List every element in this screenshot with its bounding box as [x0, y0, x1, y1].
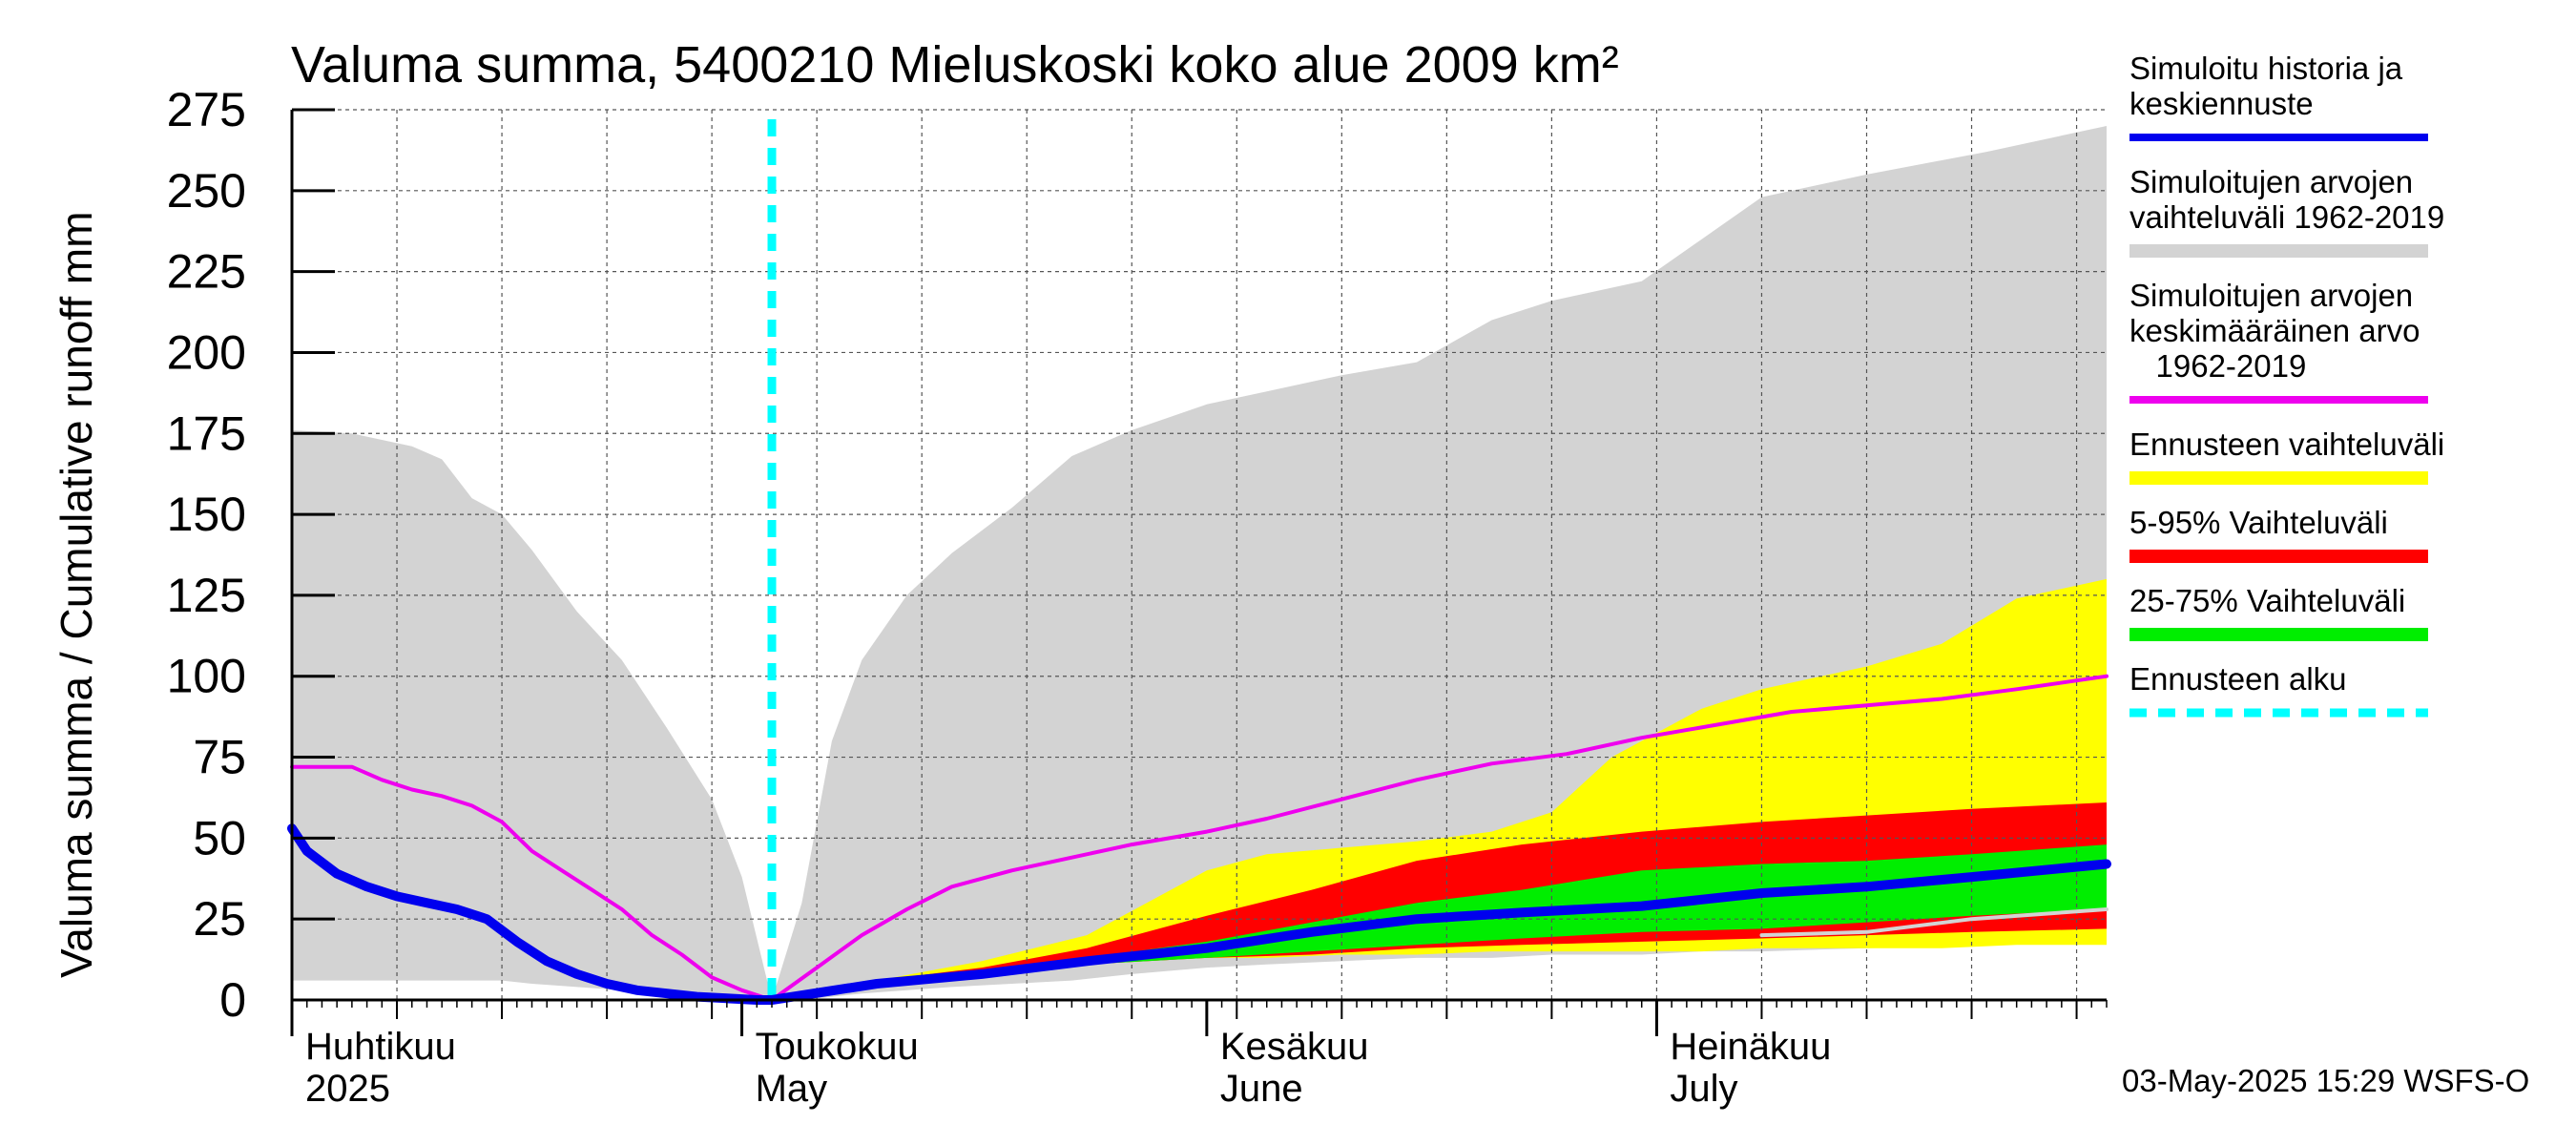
timestamp-label: 03-May-2025 15:29 WSFS-O [2122, 1063, 2529, 1098]
y-tick-label: 275 [167, 83, 246, 136]
chart-title: Valuma summa, 5400210 Mieluskoski koko a… [291, 36, 1619, 94]
legend-label: vaihteluväli 1962-2019 [2129, 199, 2444, 235]
band-areas [292, 126, 2107, 1000]
month-label: Huhtikuu [305, 1026, 456, 1068]
legend: Simuloitu historia jakeskiennusteSimuloi… [2129, 51, 2444, 718]
y-tick-label: 125 [167, 569, 246, 622]
y-tick-labels: 0 25 50 75 100 125 150 175 200 225 250 275 [167, 83, 335, 1027]
legend-entry-ennusteen-vaihteluv-li: Ennusteen vaihteluväli [2129, 427, 2444, 485]
line-simuloitu-historia-ja-keskiennuste [287, 823, 2111, 1005]
y-tick-label: 175 [167, 406, 246, 460]
line-simuloitu-vaihteluv-li-alaraja [1759, 907, 2109, 938]
legend-entry-5-95-vaihteluv-li: 5-95% Vaihteluväli [2129, 505, 2428, 563]
y-tick-label: 150 [167, 488, 246, 541]
month-label: Kesäkuu [1220, 1026, 1369, 1068]
y-axis-label: Valuma summa / Cumulative runoff mm [52, 211, 101, 978]
month-sublabel: July [1670, 1068, 1737, 1110]
legend-label: Simuloitu historia ja [2129, 51, 2403, 86]
legend-label: Simuloitujen arvojen [2129, 164, 2413, 199]
legend-entry-25-75-vaihteluv-li: 25-75% Vaihteluväli [2129, 583, 2428, 641]
month-sublabel: 2025 [305, 1068, 390, 1110]
axes [290, 110, 2108, 1036]
month-sublabel: June [1220, 1068, 1303, 1110]
y-tick-label: 250 [167, 164, 246, 218]
y-tick-label: 200 [167, 325, 246, 379]
y-tick-label: 225 [167, 245, 246, 299]
legend-label: 25-75% Vaihteluväli [2129, 583, 2405, 618]
y-tick-label: 0 [219, 973, 246, 1027]
line-simuloitujen-arvojen-keskim-r-inen-arvo-1962-2019 [290, 674, 2109, 1002]
grid-lines [291, 109, 2107, 1000]
month-label: Toukokuu [756, 1026, 919, 1068]
y-tick-label: 100 [167, 650, 246, 703]
y-tick-label: 50 [193, 811, 246, 864]
month-sublabel: May [756, 1068, 828, 1110]
y-tick-label: 25 [193, 892, 246, 946]
legend-label: Ennusteen vaihteluväli [2129, 427, 2444, 462]
legend-label: 1962-2019 [2129, 348, 2306, 384]
y-tick-label: 75 [193, 731, 246, 784]
legend-label: Simuloitujen arvojen [2129, 278, 2413, 313]
month-label: Heinäkuu [1670, 1026, 1831, 1068]
legend-label: 5-95% Vaihteluväli [2129, 505, 2388, 540]
legend-label: Ennusteen alku [2129, 661, 2347, 697]
legend-label: keskiennuste [2129, 86, 2314, 121]
series-lines [287, 119, 2111, 1005]
legend-entry-ennusteen-alku: Ennusteen alku [2129, 661, 2428, 718]
legend-label: keskimääräinen arvo [2129, 313, 2420, 348]
